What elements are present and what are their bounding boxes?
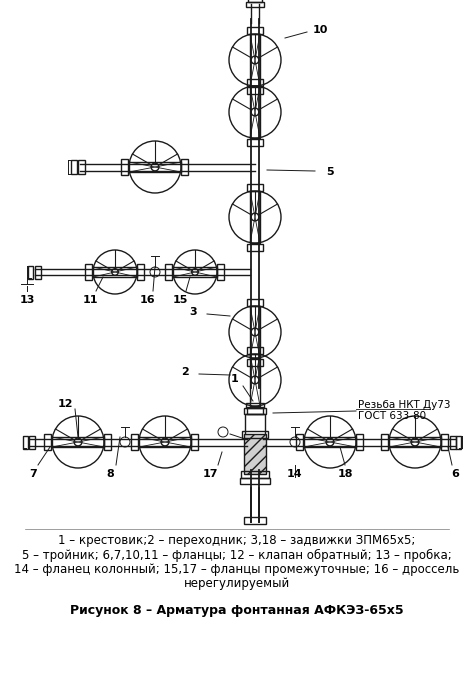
Text: ГОСТ 633-80: ГОСТ 633-80	[358, 411, 426, 421]
Bar	[297, 434, 303, 450]
Bar	[247, 183, 263, 190]
Bar	[250, 354, 260, 406]
Bar	[165, 264, 173, 280]
Text: 5: 5	[326, 167, 334, 177]
Bar	[247, 26, 263, 33]
Bar	[250, 306, 260, 358]
Bar	[241, 471, 269, 477]
Text: 1: 1	[231, 374, 239, 384]
Text: 5 – тройник; 6,7,10,11 – фланцы; 12 – клапан обратный; 13 – пробка;: 5 – тройник; 6,7,10,11 – фланцы; 12 – кл…	[22, 548, 452, 562]
Bar	[247, 87, 263, 93]
Bar	[131, 434, 138, 450]
Bar	[28, 265, 34, 278]
Bar	[35, 265, 41, 278]
Bar	[250, 86, 260, 138]
Bar	[244, 408, 266, 414]
Text: 11: 11	[82, 295, 98, 305]
Bar	[247, 139, 263, 146]
Text: 13: 13	[19, 295, 35, 305]
Bar	[245, 414, 265, 449]
Bar	[246, 403, 264, 408]
Text: 14 – фланец колонный; 15,17 – фланцы промежуточные; 16 – дроссель: 14 – фланец колонный; 15,17 – фланцы про…	[14, 563, 460, 576]
Bar	[250, 34, 260, 86]
Text: 17: 17	[202, 469, 218, 479]
Bar	[250, 191, 260, 243]
Text: 10: 10	[312, 25, 328, 35]
Bar	[244, 434, 266, 474]
Bar	[79, 160, 85, 174]
Bar	[240, 478, 270, 484]
Bar	[242, 431, 268, 437]
Bar	[441, 434, 448, 450]
Bar	[247, 244, 263, 250]
Text: 14: 14	[287, 469, 303, 479]
Bar	[247, 347, 263, 353]
Bar	[191, 434, 199, 450]
Text: 1 – крестовик;2 – переходник; 3,18 – задвижки ЗПМ65х5;: 1 – крестовик;2 – переходник; 3,18 – зад…	[58, 534, 416, 547]
Text: 2: 2	[181, 367, 189, 377]
Text: 12: 12	[57, 399, 73, 409]
Text: Рисунок 8 – Арматура фонтанная АФКЭЗ-65х5: Рисунок 8 – Арматура фонтанная АФКЭЗ-65х…	[70, 604, 404, 617]
Text: 8: 8	[106, 469, 114, 479]
Bar	[304, 437, 356, 447]
Text: 18: 18	[337, 469, 353, 479]
Text: 3: 3	[189, 307, 197, 317]
Bar	[356, 434, 364, 450]
Bar	[71, 160, 77, 174]
Bar	[139, 437, 191, 447]
Bar	[450, 435, 456, 448]
Bar	[121, 159, 128, 175]
Bar	[247, 359, 263, 366]
Text: Резьба НКТ Ду73: Резьба НКТ Ду73	[358, 400, 450, 410]
Bar	[173, 267, 217, 277]
Bar	[93, 267, 137, 277]
Bar	[182, 159, 189, 175]
Bar	[85, 264, 92, 280]
Bar	[29, 435, 35, 448]
Bar	[24, 435, 28, 448]
Bar	[218, 264, 225, 280]
Bar	[52, 437, 104, 447]
Bar	[247, 406, 263, 414]
Bar	[456, 435, 462, 448]
Text: 7: 7	[29, 469, 37, 479]
Bar	[137, 264, 145, 280]
Text: нерегулируемый: нерегулируемый	[184, 577, 290, 590]
Text: 16: 16	[140, 295, 156, 305]
Bar	[247, 79, 263, 85]
Bar	[382, 434, 389, 450]
Text: 6: 6	[451, 469, 459, 479]
Text: 15: 15	[173, 295, 188, 305]
Bar	[246, 1, 264, 7]
Bar	[45, 434, 52, 450]
Bar	[104, 434, 111, 450]
Bar	[244, 517, 266, 523]
Bar	[129, 162, 181, 172]
Bar	[247, 299, 263, 305]
Bar	[389, 437, 441, 447]
Bar	[248, 0, 262, 1]
